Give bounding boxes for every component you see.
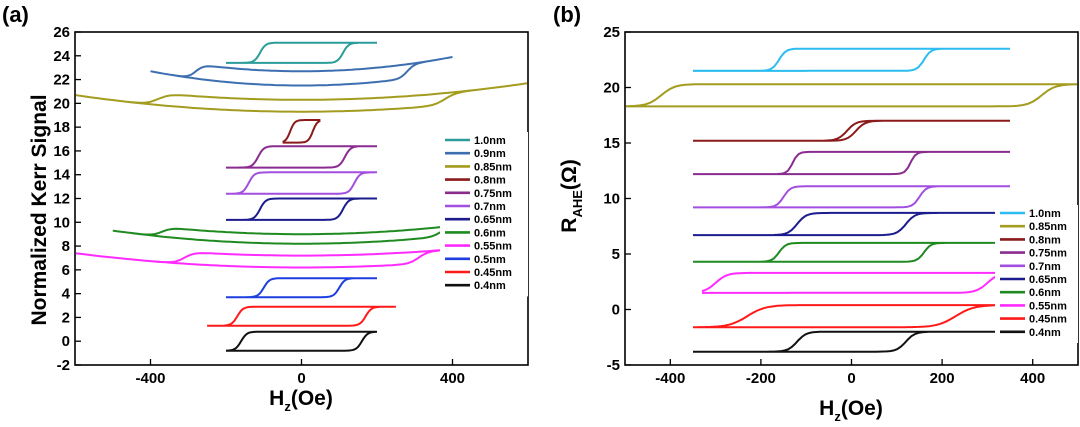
loop-0.75nm bbox=[226, 145, 377, 169]
y-tick-label: 8 bbox=[62, 238, 70, 255]
y-tick-label: 14 bbox=[53, 167, 70, 184]
legend-label: 0.8nm bbox=[1029, 234, 1061, 246]
legend-label: 1.0nm bbox=[1029, 208, 1061, 220]
y-tick-label: 2 bbox=[62, 309, 70, 326]
panel-b-ylabel: RAHE(Ω) bbox=[558, 159, 585, 232]
legend-label: 0.6nm bbox=[474, 227, 506, 239]
loop-0.45nm bbox=[693, 304, 1010, 329]
y-tick-label: 4 bbox=[62, 286, 71, 303]
y-tick-label: 22 bbox=[53, 72, 70, 89]
y-tick-label: 15 bbox=[603, 135, 620, 152]
loop-0.7nm bbox=[226, 171, 377, 195]
loop-0.85nm bbox=[76, 82, 527, 113]
loop-0.4nm bbox=[693, 330, 1010, 353]
legend-label: 0.55nm bbox=[474, 241, 512, 253]
loop-0.45nm bbox=[207, 305, 396, 327]
legend-box bbox=[440, 132, 528, 297]
panel-a-ylabel: Normalized Kerr Signal bbox=[28, 94, 51, 325]
y-tick-label: 0 bbox=[62, 333, 70, 350]
legend-label: 0.75nm bbox=[474, 188, 512, 200]
y-tick-label: 26 bbox=[53, 24, 70, 41]
legend-label: 0.4nm bbox=[1029, 327, 1061, 339]
y-tick-label: 12 bbox=[53, 191, 70, 208]
panel-a-label: (a) bbox=[2, 2, 29, 27]
panel-b-label: (b) bbox=[553, 2, 581, 27]
y-tick-label: 0 bbox=[612, 302, 620, 319]
legend-label: 0.8nm bbox=[474, 175, 506, 187]
loop-0.8nm bbox=[693, 119, 1010, 142]
x-tick-label: -200 bbox=[746, 370, 776, 387]
loop-0.9nm bbox=[150, 56, 453, 87]
y-tick-label: 5 bbox=[612, 246, 620, 263]
y-tick-label: 10 bbox=[53, 214, 70, 231]
loop-0.85nm bbox=[626, 83, 1077, 108]
legend-label: 1.0nm bbox=[474, 135, 506, 147]
legend-label: 0.75nm bbox=[1029, 248, 1067, 260]
panel-b-legend: 1.0nm0.85nm0.8nm0.75nm0.7nm0.65nm0.6nm0.… bbox=[995, 205, 1078, 343]
legend-label: 0.5nm bbox=[474, 254, 506, 266]
x-tick-label: 400 bbox=[440, 370, 465, 387]
panel-b-ticks: -400 -200 0 200 400 -5 0 5 10 15 20 25 bbox=[603, 24, 1045, 387]
loop-0.55nm bbox=[701, 271, 1002, 294]
x-tick-label: 400 bbox=[1020, 370, 1045, 387]
panel-b-curves bbox=[626, 47, 1077, 353]
legend-label: 0.85nm bbox=[1029, 221, 1067, 233]
legend-label: 0.7nm bbox=[1029, 261, 1061, 273]
y-tick-label: 6 bbox=[62, 262, 70, 279]
loop-0.7nm bbox=[693, 185, 1010, 209]
legend-label: 0.55nm bbox=[1029, 300, 1067, 312]
x-tick-label: 200 bbox=[930, 370, 955, 387]
y-tick-label: 18 bbox=[53, 119, 70, 136]
x-tick-label: -400 bbox=[655, 370, 685, 387]
loop-0.8nm bbox=[282, 119, 321, 144]
legend-label: 0.6nm bbox=[1029, 287, 1061, 299]
y-tick-label: 25 bbox=[603, 24, 620, 41]
y-tick-label: 10 bbox=[603, 191, 620, 208]
legend-box bbox=[995, 205, 1078, 343]
panel-b-xlabel: Hz(Oe) bbox=[819, 397, 883, 424]
x-tick-label: -400 bbox=[135, 370, 165, 387]
legend-label: 0.65nm bbox=[1029, 274, 1067, 286]
legend-label: 0.65nm bbox=[474, 214, 512, 226]
panel-a-legend: 1.0nm0.9nm0.85nm0.8nm0.75nm0.7nm0.65nm0.… bbox=[440, 132, 528, 297]
loop-0.5nm bbox=[226, 277, 377, 299]
legend-label: 0.7nm bbox=[474, 201, 506, 213]
loop-0.65nm bbox=[226, 197, 377, 221]
y-tick-label: 20 bbox=[53, 95, 70, 112]
x-tick-label: 0 bbox=[847, 370, 855, 387]
y-tick-label: 24 bbox=[53, 48, 70, 65]
legend-label: 0.85nm bbox=[474, 161, 512, 173]
legend-label: 0.9nm bbox=[474, 148, 506, 160]
loop-0.4nm bbox=[226, 330, 378, 352]
panel-a-xlabel: Hz(Oe) bbox=[269, 387, 333, 414]
legend-label: 0.45nm bbox=[1029, 314, 1067, 326]
y-tick-label: -5 bbox=[607, 357, 620, 374]
loop-1.0nm bbox=[693, 47, 1010, 72]
loop-0.75nm bbox=[693, 150, 1010, 176]
loop-1.0nm bbox=[226, 41, 377, 64]
x-tick-label: 0 bbox=[297, 370, 305, 387]
y-tick-label: 16 bbox=[53, 143, 70, 160]
legend-label: 0.4nm bbox=[474, 280, 506, 292]
loop-0.65nm bbox=[693, 211, 1010, 237]
loop-0.6nm bbox=[112, 220, 491, 245]
y-tick-label: -2 bbox=[57, 357, 70, 374]
y-tick-label: 20 bbox=[603, 80, 620, 97]
loop-0.6nm bbox=[693, 241, 1010, 263]
legend-label: 0.45nm bbox=[474, 267, 512, 279]
